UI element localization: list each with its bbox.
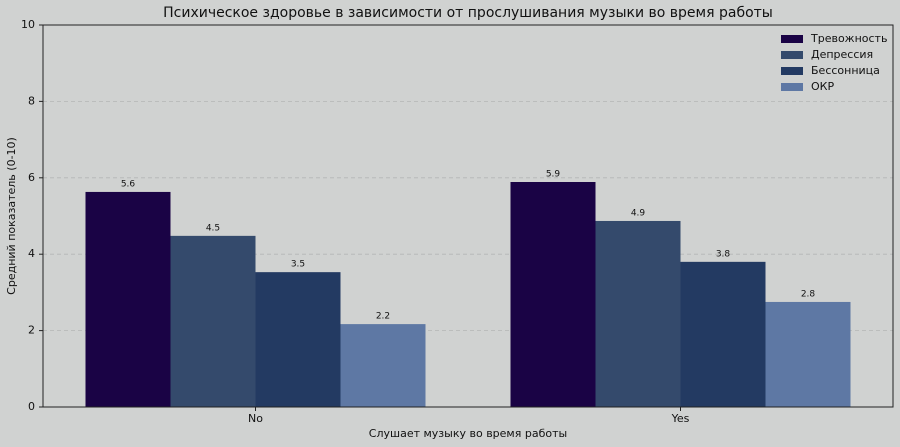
plot-frame xyxy=(42,24,894,408)
bar xyxy=(510,182,596,407)
x-tick-label: No xyxy=(248,412,263,425)
value-label: 4.9 xyxy=(631,208,646,218)
legend-label: ОКР xyxy=(811,80,834,93)
y-tick-label: 8 xyxy=(28,94,35,107)
legend-label: Тревожность xyxy=(810,32,887,45)
bar xyxy=(595,220,681,407)
y-tick-label: 2 xyxy=(28,324,35,337)
y-tick-label: 6 xyxy=(28,171,35,184)
legend-label: Бессонница xyxy=(811,64,880,77)
legend-swatch xyxy=(781,83,803,91)
x-tick-label: Yes xyxy=(671,412,690,425)
legend-label: Депрессия xyxy=(811,48,873,61)
value-label: 3.5 xyxy=(291,260,305,270)
value-label: 3.8 xyxy=(716,249,731,259)
y-tick-label: 0 xyxy=(28,400,35,413)
value-label: 5.6 xyxy=(121,179,136,189)
legend-swatch xyxy=(781,51,803,59)
legend-swatch xyxy=(781,67,803,75)
y-axis-label: Средний показатель (0-10) xyxy=(5,137,18,295)
chart-title: Психическое здоровье в зависимости от пр… xyxy=(163,5,773,21)
bar xyxy=(170,235,256,407)
y-tick-label: 10 xyxy=(21,18,35,31)
value-label: 2.8 xyxy=(801,289,816,299)
y-tick-label: 4 xyxy=(28,247,35,260)
bar xyxy=(255,272,341,407)
x-axis-label: Слушает музыку во время работы xyxy=(369,427,567,440)
bar xyxy=(85,191,171,407)
bar xyxy=(765,301,851,407)
bar xyxy=(680,261,766,407)
legend-swatch xyxy=(781,35,803,43)
value-label: 2.2 xyxy=(376,312,390,322)
value-label: 4.5 xyxy=(206,223,220,233)
bar xyxy=(340,324,426,407)
value-label: 5.9 xyxy=(546,170,561,180)
